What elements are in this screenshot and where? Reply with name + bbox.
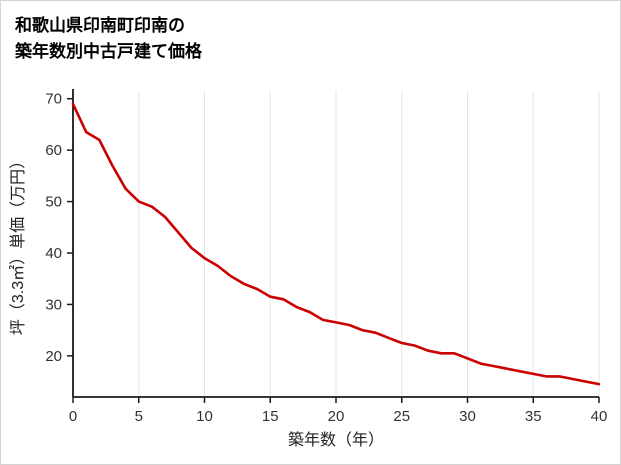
x-tick-label: 15 xyxy=(262,408,279,425)
price-line xyxy=(71,102,601,386)
x-tick-label: 5 xyxy=(135,408,143,425)
y-tick-label: 50 xyxy=(45,194,62,211)
x-tick-label: 20 xyxy=(328,408,345,425)
x-axis-title: 築年数（年） xyxy=(288,431,384,449)
y-tick-label: 60 xyxy=(45,142,62,159)
y-axis-title: 坪（3.3㎡）単価（万円） xyxy=(9,153,27,335)
y-tick-label: 20 xyxy=(45,348,62,365)
y-tick-label: 40 xyxy=(45,245,62,262)
x-tick-label: 0 xyxy=(69,408,77,425)
x-tick-label: 40 xyxy=(591,408,608,425)
y-tick-label: 30 xyxy=(45,296,62,313)
x-tick-label: 30 xyxy=(459,408,476,425)
x-tick-label: 35 xyxy=(525,408,542,425)
x-tick-label: 10 xyxy=(196,408,213,425)
x-tick-label: 25 xyxy=(393,408,410,425)
chart-title-line-2: 築年数別中古戸建て価格 xyxy=(15,41,202,61)
y-tick-label: 70 xyxy=(45,91,62,108)
chart-title: 和歌山県印南町印南の 築年数別中古戸建て価格 xyxy=(15,13,202,64)
chart-title-line-1: 和歌山県印南町印南の xyxy=(15,16,185,35)
